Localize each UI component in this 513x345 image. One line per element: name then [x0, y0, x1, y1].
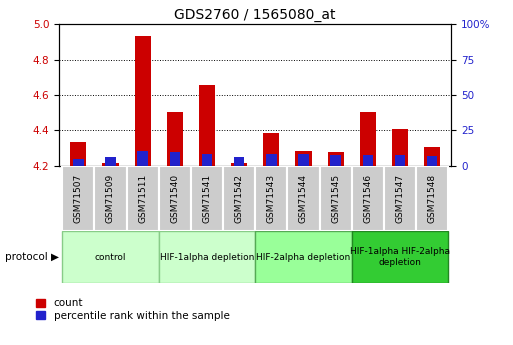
FancyBboxPatch shape: [159, 231, 255, 283]
Text: GSM71544: GSM71544: [299, 174, 308, 223]
FancyBboxPatch shape: [416, 166, 448, 231]
Bar: [70, 142, 86, 166]
FancyBboxPatch shape: [255, 231, 352, 283]
Bar: [392, 129, 408, 166]
Text: GSM71543: GSM71543: [267, 174, 276, 223]
Text: GSM71545: GSM71545: [331, 174, 340, 223]
Bar: [394, 155, 405, 166]
FancyBboxPatch shape: [287, 166, 320, 231]
Bar: [199, 85, 215, 166]
Bar: [202, 154, 212, 166]
Text: GSM71548: GSM71548: [428, 174, 437, 223]
Bar: [103, 163, 119, 166]
Bar: [328, 152, 344, 166]
Bar: [234, 157, 244, 166]
Bar: [330, 155, 341, 166]
FancyBboxPatch shape: [320, 166, 352, 231]
Text: GSM71547: GSM71547: [396, 174, 404, 223]
Bar: [137, 151, 148, 166]
FancyBboxPatch shape: [255, 166, 287, 231]
FancyBboxPatch shape: [62, 231, 159, 283]
Bar: [266, 154, 277, 166]
Bar: [360, 112, 376, 166]
FancyBboxPatch shape: [191, 166, 223, 231]
FancyBboxPatch shape: [62, 166, 94, 231]
Bar: [424, 147, 440, 166]
Bar: [231, 163, 247, 166]
Bar: [427, 156, 438, 166]
Text: GSM71540: GSM71540: [170, 174, 180, 223]
FancyBboxPatch shape: [94, 166, 127, 231]
Text: GSM71541: GSM71541: [203, 174, 211, 223]
Text: HIF-1alpha HIF-2alpha
depletion: HIF-1alpha HIF-2alpha depletion: [350, 247, 450, 267]
Bar: [298, 154, 309, 166]
Title: GDS2760 / 1565080_at: GDS2760 / 1565080_at: [174, 8, 336, 22]
Text: GSM71507: GSM71507: [74, 174, 83, 223]
Text: GSM71542: GSM71542: [234, 174, 244, 223]
Text: control: control: [95, 253, 126, 262]
Bar: [363, 155, 373, 166]
Bar: [105, 157, 116, 166]
FancyBboxPatch shape: [384, 166, 416, 231]
FancyBboxPatch shape: [127, 166, 159, 231]
FancyBboxPatch shape: [352, 231, 448, 283]
Bar: [170, 152, 180, 166]
Bar: [134, 36, 151, 166]
Bar: [263, 133, 280, 166]
Bar: [295, 150, 311, 166]
Text: HIF-2alpha depletion: HIF-2alpha depletion: [256, 253, 350, 262]
FancyBboxPatch shape: [159, 166, 191, 231]
Text: GSM71511: GSM71511: [138, 174, 147, 223]
Text: GSM71509: GSM71509: [106, 174, 115, 223]
Bar: [73, 158, 84, 166]
Text: protocol ▶: protocol ▶: [5, 252, 59, 262]
Legend: count, percentile rank within the sample: count, percentile rank within the sample: [36, 298, 230, 321]
Text: HIF-1alpha depletion: HIF-1alpha depletion: [160, 253, 254, 262]
FancyBboxPatch shape: [352, 166, 384, 231]
Bar: [167, 112, 183, 166]
FancyBboxPatch shape: [223, 166, 255, 231]
Text: GSM71546: GSM71546: [363, 174, 372, 223]
